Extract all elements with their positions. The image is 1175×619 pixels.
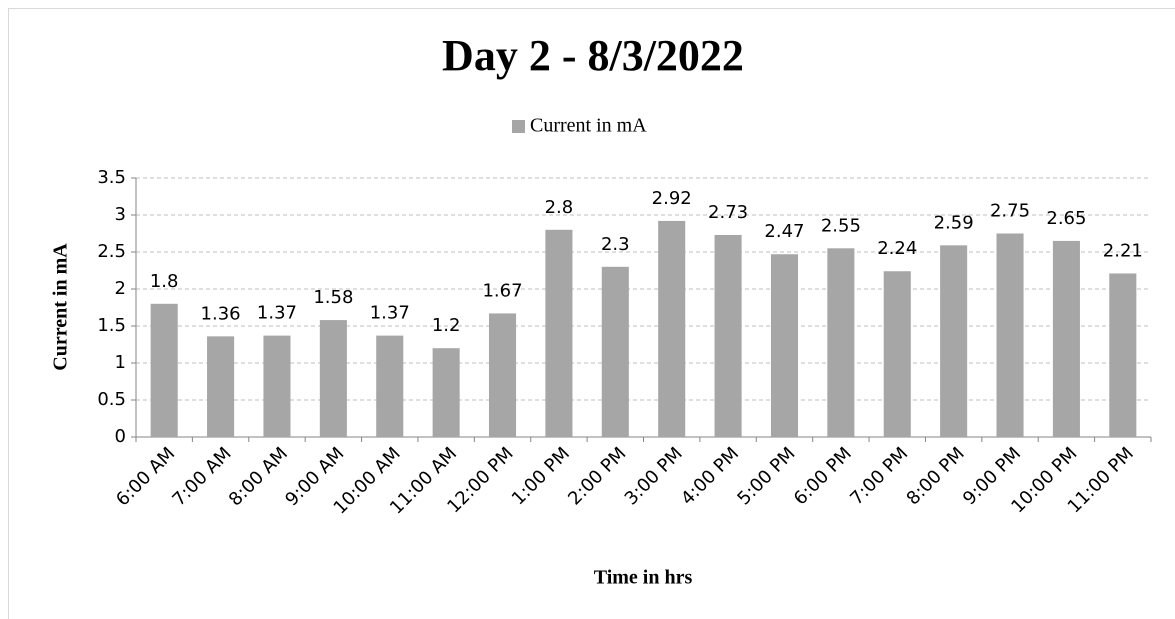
data-label: 2.47	[764, 221, 804, 242]
bar	[207, 336, 235, 437]
bar	[1109, 273, 1137, 437]
chart-border	[8, 8, 1175, 619]
y-tick-label: 3.5	[97, 167, 126, 188]
bar	[996, 233, 1024, 437]
data-label: 1.2	[432, 315, 461, 336]
x-tick-label: 8:00 PM	[903, 443, 969, 509]
data-label: 2.75	[990, 201, 1030, 222]
data-label: 2.3	[601, 234, 630, 255]
y-tick-label: 3	[115, 204, 126, 225]
y-axis-label: Current in mA	[50, 243, 72, 371]
data-label: 1.8	[150, 271, 179, 292]
data-label: 2.21	[1103, 240, 1143, 261]
bar	[601, 266, 629, 437]
y-tick-label: 0	[115, 426, 126, 447]
y-tick-label: 0.5	[97, 389, 126, 410]
x-tick-label: 6:00 AM	[112, 443, 179, 510]
bar	[432, 348, 460, 437]
data-label: 2.8	[545, 197, 574, 218]
x-tick-label: 6:00 PM	[790, 443, 856, 509]
bar	[883, 271, 911, 437]
x-tick-label: 2:00 PM	[564, 443, 630, 509]
bar	[714, 234, 742, 437]
x-tick-label: 3:00 PM	[621, 443, 687, 509]
data-label: 1.37	[370, 303, 410, 324]
chart-title: Day 2 - 8/3/2022	[442, 31, 744, 80]
bar	[770, 254, 799, 437]
data-label: 1.67	[482, 280, 522, 301]
data-label: 2.65	[1046, 208, 1086, 229]
bar	[263, 335, 291, 437]
data-label: 2.55	[821, 215, 861, 236]
x-tick-label: 5:00 PM	[733, 443, 799, 509]
bar	[1052, 240, 1080, 437]
y-tick-label: 2	[115, 278, 126, 299]
data-label: 1.36	[201, 303, 241, 324]
y-tick-label: 2.5	[97, 241, 126, 262]
x-axis-label: Time in hrs	[594, 567, 693, 589]
x-tick-label: 7:00 AM	[168, 443, 235, 510]
data-label: 2.73	[708, 202, 748, 223]
bar	[488, 313, 517, 437]
bar	[658, 220, 686, 437]
x-tick-label: 7:00 PM	[846, 443, 912, 509]
x-tick-label: 4:00 PM	[677, 443, 743, 509]
legend-swatch	[512, 120, 525, 133]
bar	[150, 303, 178, 437]
legend-label: Current in mA	[530, 115, 647, 137]
bar	[319, 320, 347, 437]
data-label: 1.58	[313, 287, 353, 308]
y-tick-label: 1	[115, 352, 126, 373]
data-label: 2.59	[934, 212, 974, 233]
bar	[376, 335, 404, 437]
y-tick-label: 1.5	[97, 315, 126, 336]
x-tick-label: 1:00 PM	[508, 443, 574, 509]
data-label: 2.24	[877, 238, 917, 259]
data-label: 1.37	[257, 303, 297, 324]
bar	[827, 248, 855, 437]
bar	[940, 245, 968, 437]
data-label: 2.92	[652, 188, 692, 209]
bar	[545, 229, 573, 437]
x-tick-label: 8:00 AM	[225, 443, 292, 510]
